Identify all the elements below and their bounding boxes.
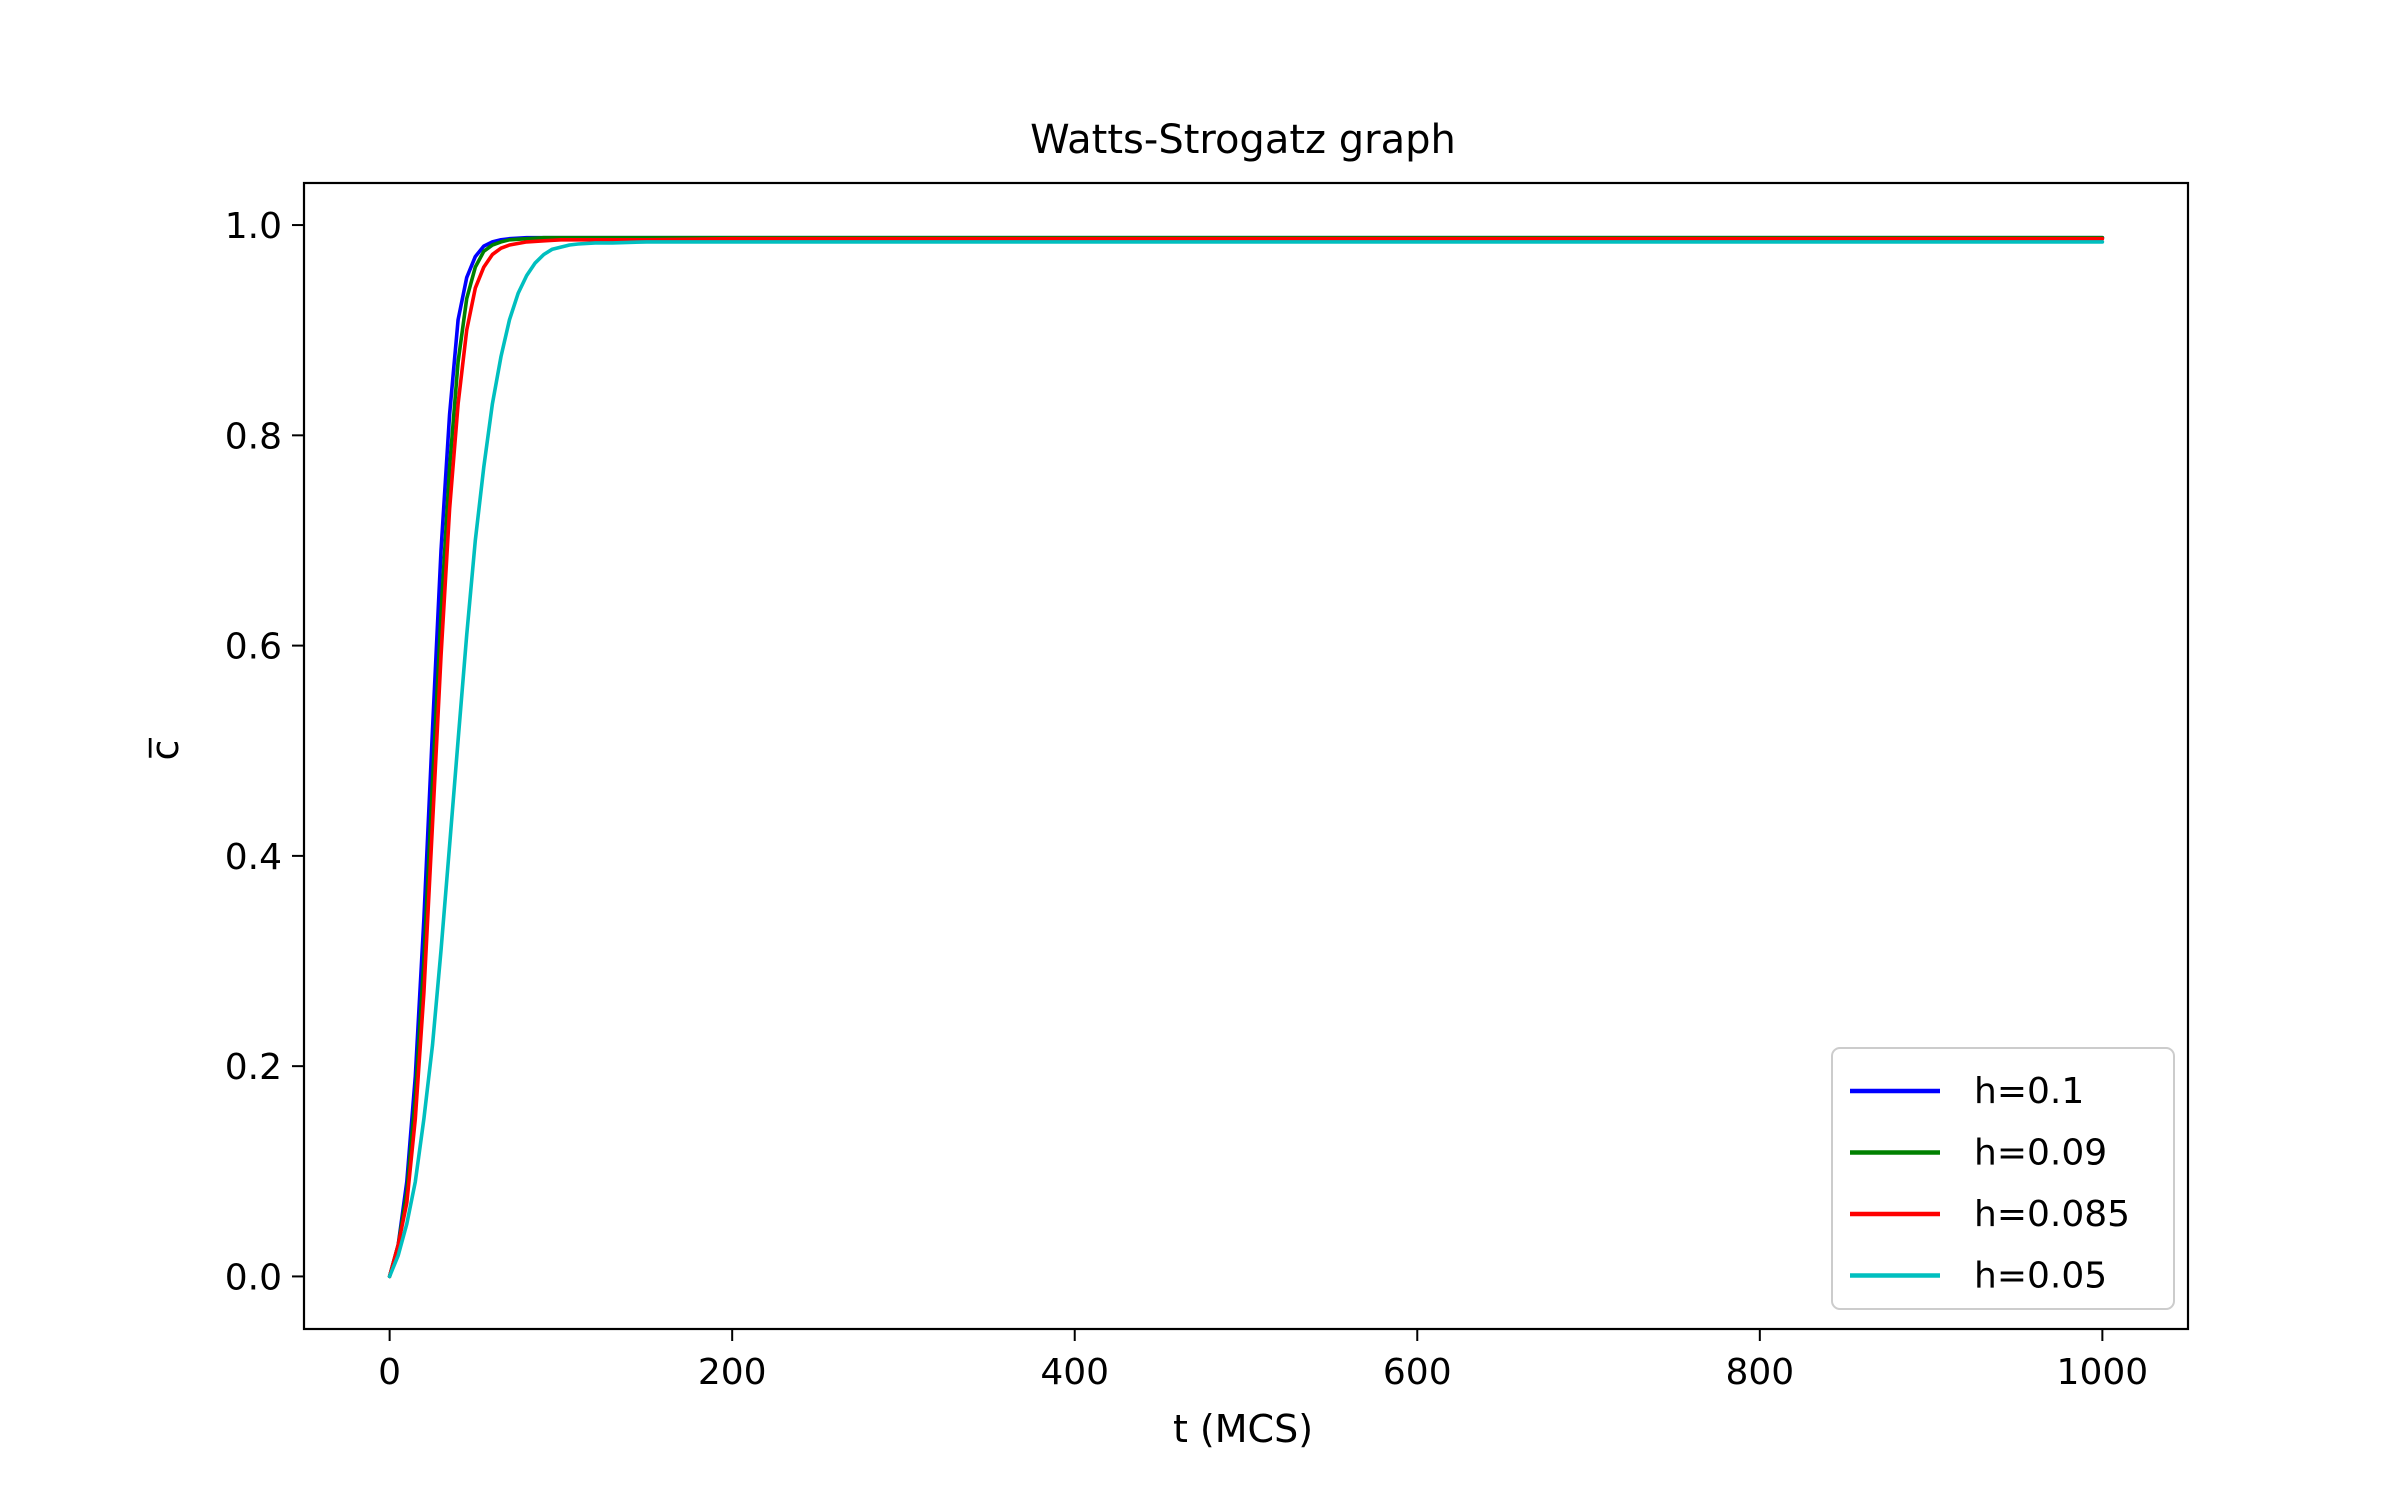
legend-label-2: h=0.09	[1974, 1133, 2107, 1174]
chart-title: Watts-Strogatz graph	[1030, 117, 1456, 163]
y-tick-label: 1.0	[225, 206, 282, 247]
x-tick-label: 1000	[2057, 1352, 2149, 1393]
legend: h=0.1 h=0.09 h=0.085 h=0.05	[1831, 1047, 2175, 1310]
x-tick-label: 200	[698, 1352, 767, 1393]
y-tick-label: 0.0	[225, 1257, 282, 1298]
legend-label-1: h=0.1	[1974, 1071, 2084, 1112]
y-tick-label: 0.2	[225, 1047, 282, 1088]
legend-label-3: h=0.085	[1974, 1194, 2130, 1235]
series-group	[387, 235, 2105, 1279]
y-axis-label: c̅	[143, 737, 187, 760]
x-axis: 0 200 400 600 800 1000	[378, 1329, 2148, 1393]
x-tick-label: 600	[1383, 1352, 1452, 1393]
series-line-4	[387, 240, 2105, 1279]
x-axis-label: t (MCS)	[1173, 1407, 1313, 1451]
legend-box	[1831, 1047, 2175, 1310]
x-tick-label: 800	[1725, 1352, 1794, 1393]
y-tick-label: 0.4	[225, 837, 282, 878]
x-tick-label: 400	[1040, 1352, 1109, 1393]
plot-area	[302, 181, 2190, 1331]
y-axis: 0.0 0.2 0.4 0.6 0.8 1.0	[225, 206, 304, 1298]
series-line-3	[387, 236, 2105, 1279]
y-tick-label: 0.6	[225, 627, 282, 668]
x-tick-label: 0	[378, 1352, 401, 1393]
plot-frame	[302, 181, 2190, 1331]
legend-label-4: h=0.05	[1974, 1256, 2107, 1297]
y-tick-label: 0.8	[225, 416, 282, 457]
